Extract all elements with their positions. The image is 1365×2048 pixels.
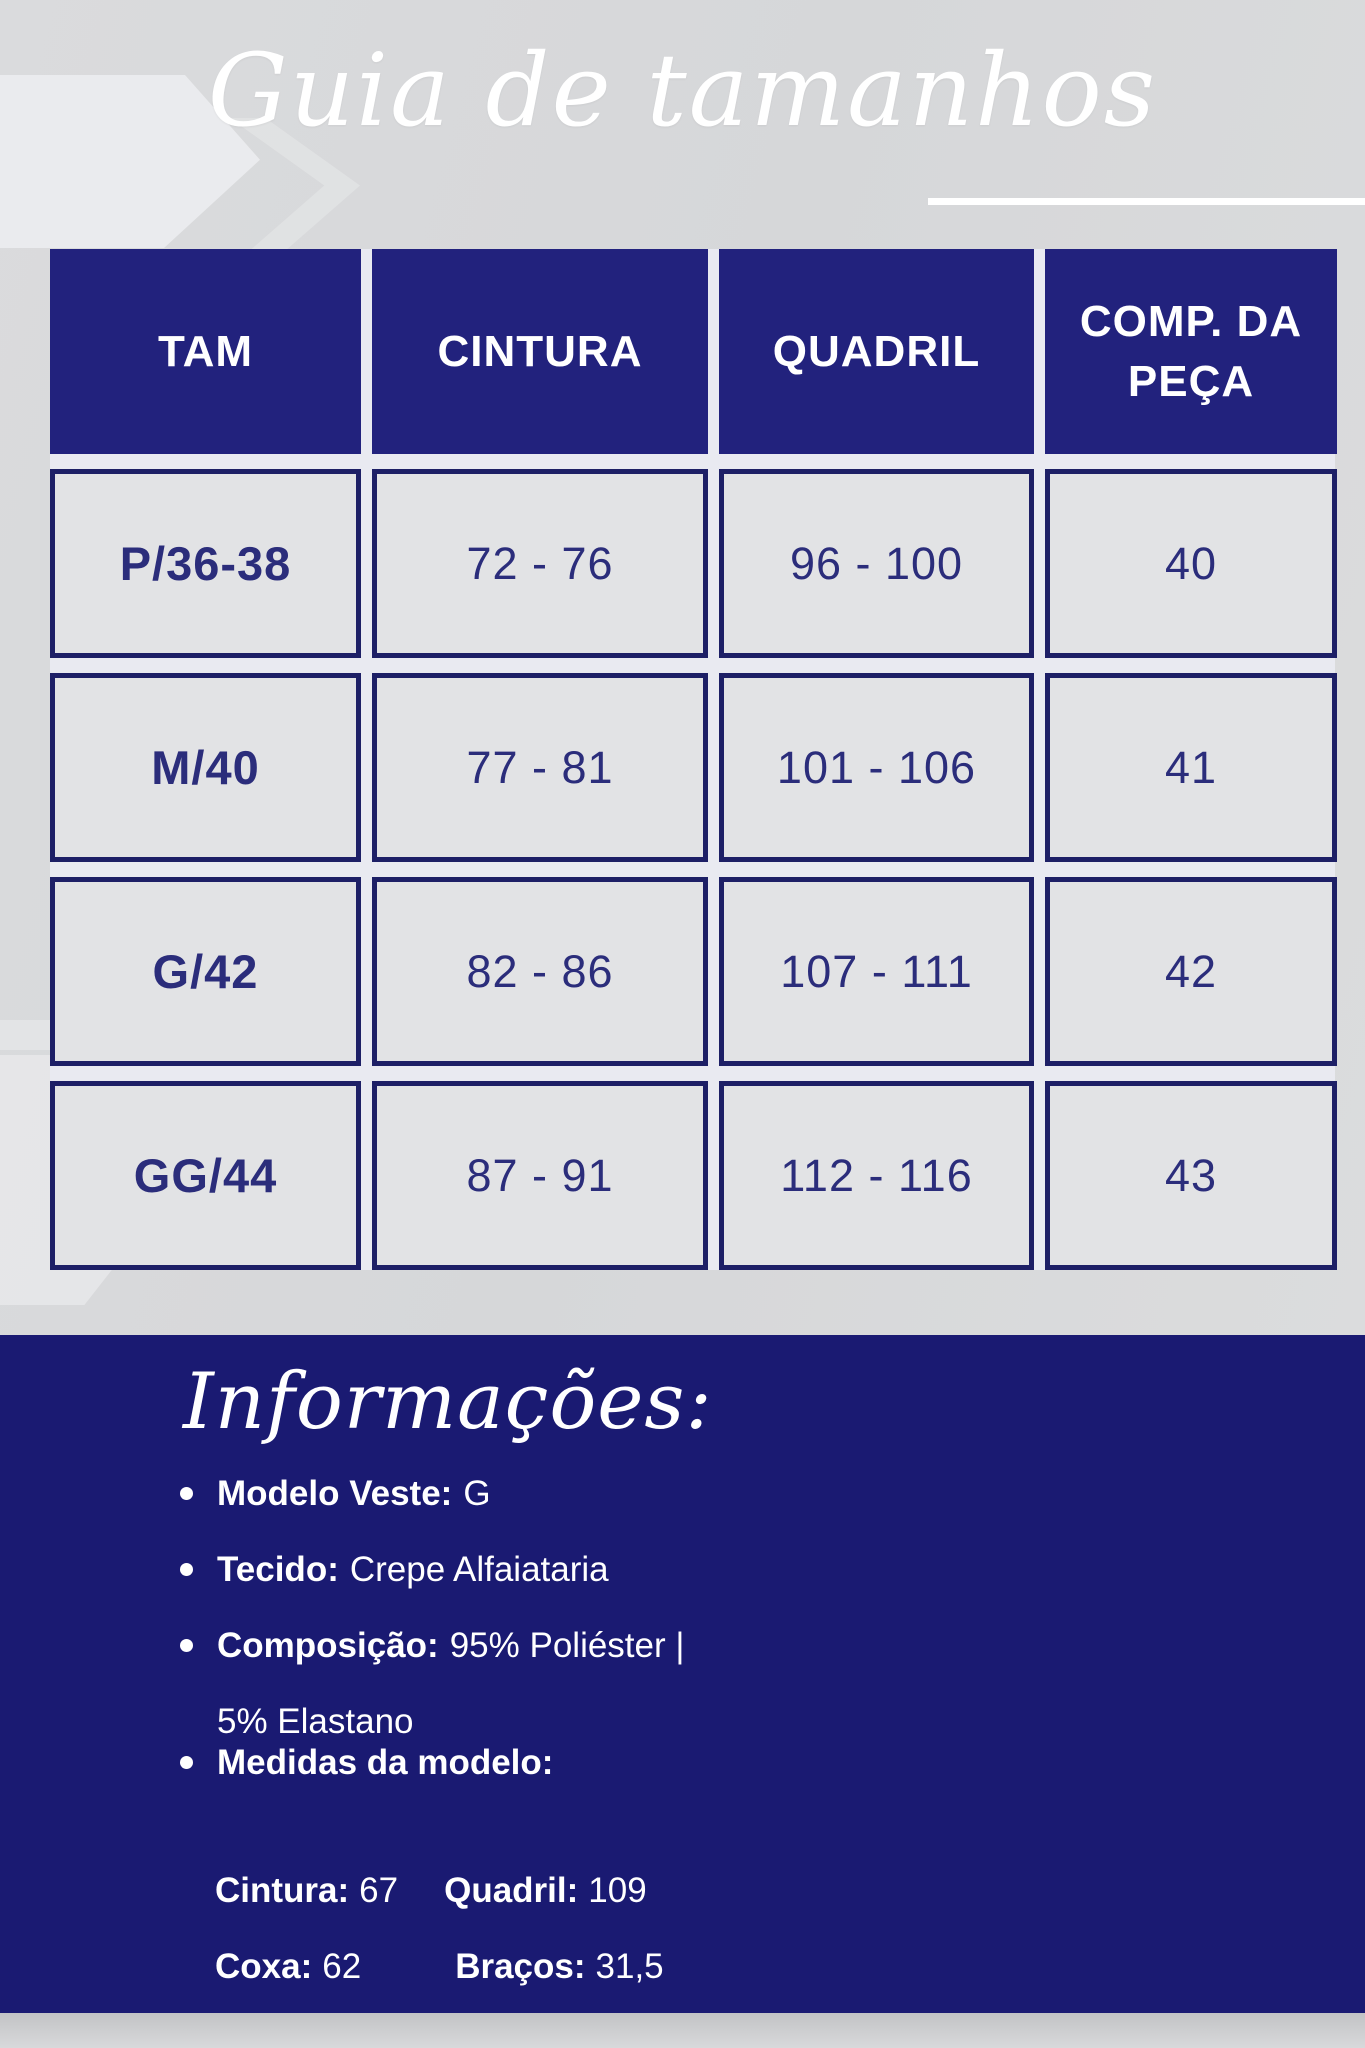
- page-title: Guia de tamanhos: [207, 32, 1158, 149]
- measurement-line: Coxa: 62 Braços: 31,5: [215, 1929, 710, 2005]
- size-table: TAM CINTURA QUADRIL COMP. DA PEÇA P/36-3…: [50, 249, 1337, 1270]
- measurement-label: Cintura:: [215, 1871, 350, 1910]
- measurement-value: 67: [359, 1871, 399, 1910]
- table-cell: 42: [1045, 877, 1337, 1066]
- bullet-value: Crepe Alfaiataria: [349, 1550, 609, 1589]
- bullet-icon: [180, 1639, 193, 1652]
- measurement-value: 109: [588, 1871, 647, 1910]
- table-cell: P/36-38: [50, 469, 361, 658]
- header-cell-quadril: QUADRIL: [719, 249, 1034, 454]
- list-item: Tecido: Crepe Alfaiataria: [180, 1549, 684, 1625]
- list-item: Medidas da modelo:: [180, 1742, 684, 1818]
- table-cell: M/40: [50, 673, 361, 862]
- table-cell: 72 - 76: [372, 469, 708, 658]
- table-cell: 40: [1045, 469, 1337, 658]
- info-panel: Informações: Modelo Veste: G Tecido: Crepe…: [0, 1335, 1365, 2013]
- bullet-value: 95% Poliéster |: [449, 1626, 685, 1665]
- measurement-label: Quadril:: [444, 1871, 579, 1910]
- measurement-line: Cintura: 67 Quadril: 109: [215, 1853, 710, 1929]
- list-item: Composição: 95% Poliéster | 5% Elastano: [180, 1625, 684, 1742]
- bullet-label: Medidas da modelo:: [217, 1743, 554, 1782]
- bullet-icon: [180, 1563, 193, 1576]
- table-cell: 101 - 106: [719, 673, 1034, 862]
- bullet-icon: [180, 1756, 193, 1769]
- table-cell: 82 - 86: [372, 877, 708, 1066]
- table-cell: 112 - 116: [719, 1081, 1034, 1270]
- bullet-label: Tecido:: [217, 1550, 339, 1589]
- table-cell: 43: [1045, 1081, 1337, 1270]
- bullet-value: G: [463, 1474, 491, 1513]
- model-measurements: Cintura: 67 Quadril: 109 Coxa: 62 Braços: 31…: [215, 1853, 710, 2005]
- table-cell: 107 - 111: [719, 877, 1034, 1066]
- measurement-value: 31,5: [595, 1947, 664, 1986]
- table-cell: G/42: [50, 877, 361, 1066]
- bullet-value-continuation: 5% Elastano: [217, 1702, 414, 1741]
- list-item: Modelo Veste: G: [180, 1473, 684, 1549]
- bottom-strip: [0, 2013, 1365, 2048]
- info-list: Modelo Veste: G Tecido: Crepe Alfaiataria …: [180, 1473, 684, 1818]
- bullet-icon: [180, 1487, 193, 1500]
- table-cell: 41: [1045, 673, 1337, 862]
- measurement-value: 62: [322, 1947, 362, 1986]
- table-cell: GG/44: [50, 1081, 361, 1270]
- table-cell: 87 - 91: [372, 1081, 708, 1270]
- bullet-label: Composição:: [217, 1626, 439, 1665]
- measurement-label: Coxa:: [215, 1947, 313, 1986]
- header-cell-comp: COMP. DA PEÇA: [1045, 249, 1337, 454]
- header-cell-cintura: CINTURA: [372, 249, 708, 454]
- bullet-label: Modelo Veste:: [217, 1474, 453, 1513]
- measurement-label: Braços:: [455, 1947, 586, 1986]
- table-cell: 77 - 81: [372, 673, 708, 862]
- header-cell-tam: TAM: [50, 249, 361, 454]
- title-underline: [928, 198, 1365, 205]
- info-heading: Informações:: [183, 1357, 713, 1447]
- table-cell: 96 - 100: [719, 469, 1034, 658]
